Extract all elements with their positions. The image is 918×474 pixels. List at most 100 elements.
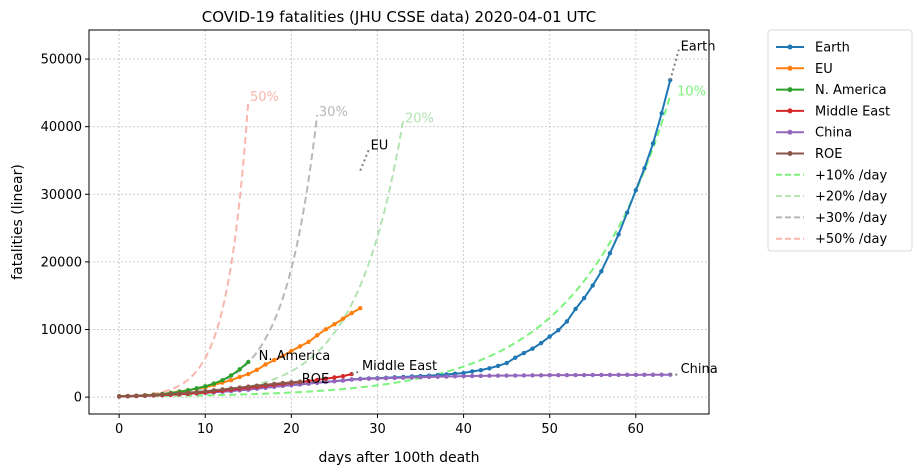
- projection-line: [351, 370, 361, 376]
- data-point: [246, 384, 251, 389]
- data-point: [521, 373, 527, 378]
- y-tick-label: 0: [74, 391, 82, 406]
- data-point: [478, 367, 484, 373]
- data-point: [392, 375, 397, 381]
- data-point: [487, 366, 492, 371]
- series-roe: [116, 379, 303, 399]
- data-point: [246, 371, 251, 377]
- data-point: [564, 372, 570, 378]
- data-point: [323, 327, 329, 332]
- annotation-earth: Earth: [681, 39, 716, 54]
- data-point: [556, 327, 561, 333]
- data-point: [538, 373, 544, 378]
- data-point: [642, 166, 647, 171]
- data-point: [564, 319, 570, 324]
- annotation-middle-east: Middle East: [362, 359, 437, 374]
- data-point: [211, 388, 217, 393]
- series-line-50-day: [119, 100, 250, 398]
- annotation-china: China: [681, 362, 718, 377]
- data-point: [590, 283, 595, 288]
- data-point: [573, 306, 578, 312]
- data-point: [203, 389, 208, 394]
- y-tick-label: 10000: [41, 323, 82, 338]
- x-tick-label: 20: [283, 422, 300, 437]
- annotation-50: 50%: [250, 90, 279, 105]
- data-point: [263, 382, 268, 387]
- legend-marker: [787, 108, 793, 114]
- data-point: [280, 380, 285, 386]
- data-point: [358, 305, 363, 311]
- legend-marker: [787, 87, 793, 93]
- data-point: [314, 333, 320, 338]
- legend-label: +20% /day: [815, 190, 888, 205]
- legend-marker: [787, 65, 793, 71]
- data-point: [581, 372, 587, 378]
- data-point: [452, 374, 458, 379]
- legend-label: Earth: [815, 41, 850, 56]
- data-point: [616, 372, 621, 378]
- data-point: [246, 359, 251, 365]
- data-point: [487, 373, 492, 378]
- data-point: [306, 378, 311, 384]
- x-tick-label: 50: [541, 422, 558, 437]
- data-point: [194, 386, 199, 391]
- data-point: [659, 372, 664, 377]
- data-point: [237, 367, 242, 372]
- legend-item-middle-east: Middle East: [776, 104, 890, 119]
- data-point: [280, 353, 285, 359]
- data-point: [624, 210, 630, 215]
- annotations: Earth EU N. America Middle East ROE China 10% 2…: [250, 39, 718, 387]
- data-point: [547, 373, 552, 378]
- data-point: [297, 379, 303, 384]
- data-point: [194, 389, 199, 395]
- legend-label: N. America: [815, 83, 887, 98]
- data-point: [151, 392, 156, 398]
- data-point: [495, 373, 501, 378]
- legend-item-roe: ROE: [776, 147, 842, 162]
- legend-item-10-day: +10% /day: [776, 168, 888, 183]
- y-tick-label: 40000: [41, 120, 82, 135]
- data-point: [125, 393, 130, 399]
- legend: Earth EU N. America Middle East China ROE +10%…: [767, 29, 913, 252]
- data-point: [340, 378, 346, 383]
- data-point: [530, 346, 535, 351]
- data-point: [375, 376, 380, 381]
- x-tick-label: 40: [455, 422, 472, 437]
- x-tick-label: 0: [115, 422, 123, 437]
- y-tick-label: 20000: [41, 255, 82, 270]
- data-point: [237, 374, 242, 380]
- data-point: [366, 376, 372, 381]
- data-point: [228, 386, 234, 391]
- legend-item-n-america: N. America: [776, 83, 887, 98]
- legend-marker: [787, 151, 793, 156]
- data-point: [418, 375, 423, 380]
- data-point: [332, 375, 337, 380]
- projection-line: [359, 149, 370, 171]
- data-point: [203, 384, 208, 389]
- series-line-roe: [119, 380, 301, 398]
- data-point: [616, 232, 621, 237]
- data-point: [220, 378, 225, 383]
- data-point: [607, 251, 613, 256]
- data-point: [185, 390, 191, 395]
- legend-item-20-day: +20% /day: [776, 190, 888, 205]
- data-point: [650, 372, 656, 377]
- data-point: [409, 375, 415, 380]
- data-point: [314, 377, 320, 383]
- y-axis-label: fatalities (linear): [10, 164, 26, 280]
- data-point: [461, 370, 466, 376]
- legend-label: ROE: [815, 147, 842, 162]
- legend-label: EU: [815, 62, 833, 77]
- data-point: [633, 372, 639, 378]
- data-point: [426, 374, 432, 380]
- x-axis-label: days after 100th death: [318, 450, 479, 466]
- data-point: [461, 373, 466, 379]
- data-point: [590, 372, 595, 378]
- legend-label: China: [815, 126, 852, 141]
- data-point: [573, 372, 578, 378]
- annotation-30: 30%: [319, 105, 348, 120]
- data-point: [469, 369, 475, 374]
- annotation-roe: ROE: [302, 372, 329, 387]
- data-point: [254, 367, 260, 373]
